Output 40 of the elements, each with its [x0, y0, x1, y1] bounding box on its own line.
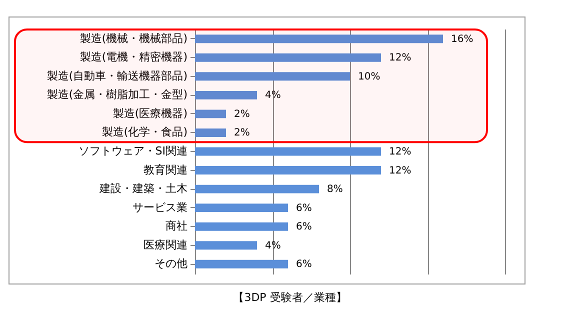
- y-tick-label: 教育関連: [144, 163, 188, 176]
- y-tick-label: ソフトウェア・SI関連: [78, 144, 188, 158]
- bar: [195, 184, 319, 194]
- y-tick-label: 建設・建築・土木: [98, 182, 188, 196]
- data-label: 12%: [389, 146, 412, 158]
- y-tick-label: 商社: [166, 220, 188, 233]
- y-tick-label: 製造(化学・食品): [102, 126, 188, 139]
- data-label: 6%: [296, 259, 312, 270]
- data-label: 6%: [296, 202, 312, 214]
- data-label: 8%: [327, 184, 343, 196]
- bar: [195, 166, 381, 174]
- data-label: 10%: [358, 71, 380, 82]
- y-tick-label: 製造(自動車・輸送機器部品): [46, 69, 188, 82]
- y-tick-label: その他: [154, 257, 188, 270]
- data-label: 16%: [451, 34, 474, 45]
- bar: [195, 34, 443, 44]
- y-tick-label: 製造(金属・樹脂加工・金型): [46, 88, 188, 102]
- bar: [195, 53, 381, 62]
- y-tick-label: サービス業: [132, 200, 188, 214]
- data-label: 4%: [265, 240, 281, 252]
- bar: [195, 110, 226, 118]
- data-label: 4%: [265, 90, 281, 102]
- text: 【3DP 受験者／業種】: [233, 291, 347, 304]
- y-tick-label: 医療関連: [144, 238, 188, 252]
- bar: [195, 222, 288, 231]
- bar: [195, 241, 257, 250]
- data-label: 6%: [296, 222, 312, 233]
- y-tick-label: 製造(電機・精密機器): [80, 50, 188, 64]
- data-label: 2%: [234, 108, 250, 120]
- data-label: 12%: [389, 165, 412, 176]
- y-tick-label: 製造(医療機器): [112, 106, 188, 120]
- bar: [195, 72, 350, 81]
- data-label: 12%: [389, 52, 412, 64]
- bar: [195, 147, 381, 156]
- y-tick-label: 製造(機械・機械部品): [80, 32, 188, 45]
- data-label: 2%: [234, 128, 250, 139]
- bar: [195, 260, 288, 268]
- bar: [195, 128, 226, 137]
- bar: [195, 90, 257, 100]
- bar: [195, 204, 288, 212]
